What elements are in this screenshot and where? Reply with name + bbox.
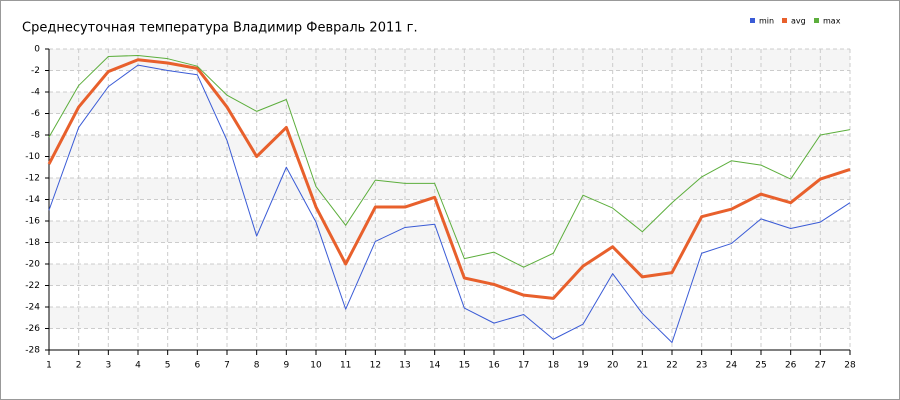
x-tick-label: 10 — [310, 361, 322, 371]
x-tick-label: 26 — [785, 361, 797, 371]
y-tick-label: -8 — [31, 131, 40, 141]
band — [49, 135, 850, 157]
band — [49, 49, 850, 71]
x-tick-label: 2 — [76, 361, 82, 371]
y-tick-label: 0 — [34, 45, 40, 55]
x-tick-label: 11 — [340, 361, 351, 371]
x-tick-label: 4 — [135, 361, 141, 371]
x-tick-label: 22 — [666, 361, 677, 371]
x-tick-label: 23 — [696, 361, 707, 371]
band — [49, 285, 850, 307]
x-tick-label: 20 — [607, 361, 619, 371]
band — [49, 178, 850, 200]
y-tick-label: -22 — [25, 281, 40, 291]
y-tick-label: -12 — [25, 174, 40, 184]
y-tick-label: -6 — [31, 109, 40, 119]
x-tick-label: 24 — [726, 361, 738, 371]
y-tick-label: -28 — [25, 346, 40, 356]
legend-label: avg — [791, 17, 806, 26]
x-tick-label: 1 — [46, 361, 52, 371]
x-tick-label: 7 — [224, 361, 230, 371]
x-tick-label: 15 — [459, 361, 470, 371]
series-line — [48, 64, 851, 343]
band — [49, 92, 850, 114]
y-tick-label: -20 — [25, 260, 40, 270]
y-tick-label: -16 — [25, 217, 40, 227]
y-tick-label: -10 — [25, 152, 40, 162]
x-tick-label: 18 — [548, 361, 560, 371]
x-tick-label: 3 — [105, 361, 111, 371]
y-tick-label: -18 — [25, 238, 40, 248]
x-tick-label: 21 — [637, 361, 648, 371]
plot-background — [49, 49, 850, 350]
band — [49, 328, 850, 350]
x-tick-label: 16 — [488, 361, 500, 371]
x-tick-label: 28 — [844, 361, 856, 371]
x-tick-label: 5 — [165, 361, 171, 371]
x-tick-label: 17 — [518, 361, 529, 371]
x-tick-label: 13 — [399, 361, 410, 371]
chart-title: Среднесуточная температура Владимир Февр… — [22, 21, 418, 36]
legend-label: max — [823, 17, 841, 26]
band — [49, 70, 850, 92]
y-tick-label: -2 — [31, 66, 40, 76]
legend-swatch — [782, 18, 787, 23]
band — [49, 156, 850, 178]
band — [49, 242, 850, 264]
y-tick-label: -14 — [25, 195, 40, 205]
legend-label: min — [759, 17, 774, 26]
y-tick-label: -4 — [31, 88, 40, 98]
x-tick-label: 19 — [577, 361, 589, 371]
legend-swatch — [750, 18, 755, 23]
band — [49, 199, 850, 221]
y-tick-label: -26 — [25, 324, 40, 334]
band — [49, 264, 850, 286]
band — [49, 221, 850, 243]
x-tick-label: 9 — [283, 361, 289, 371]
x-tick-label: 14 — [429, 361, 441, 371]
x-tick-label: 6 — [194, 361, 200, 371]
y-tick-label: -24 — [25, 303, 40, 313]
band — [49, 113, 850, 135]
x-tick-label: 12 — [370, 361, 381, 371]
legend-swatch — [814, 18, 819, 23]
x-tick-label: 25 — [755, 361, 766, 371]
band — [49, 307, 850, 329]
x-tick-label: 27 — [815, 361, 826, 371]
series-line — [48, 54, 851, 268]
x-tick-label: 8 — [254, 361, 260, 371]
series-line — [47, 58, 851, 300]
